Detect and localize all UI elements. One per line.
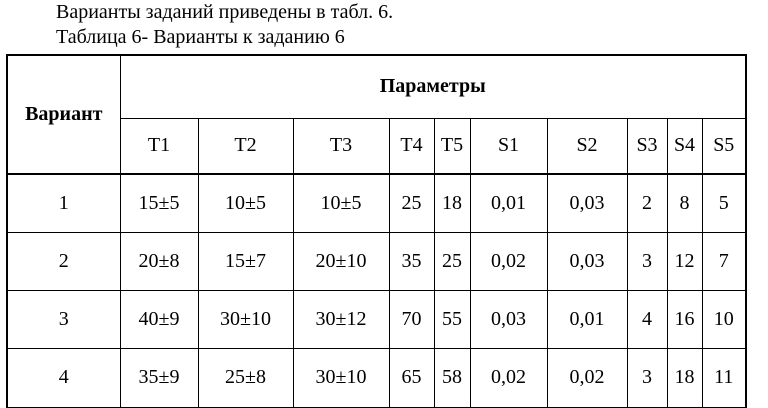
parameters-header: Параметры	[119, 54, 747, 119]
column-header: S3	[626, 117, 668, 175]
table-cell: 3	[626, 231, 668, 291]
table-cell: 15±7	[197, 231, 294, 291]
table-cell: 3	[626, 347, 668, 408]
table-cell: 7	[701, 231, 747, 291]
table-cell: 35	[388, 231, 435, 291]
table-cell: 0,03	[469, 289, 548, 349]
column-header: S4	[666, 117, 703, 175]
table-cell: 5	[701, 173, 747, 233]
column-header: S1	[469, 117, 548, 175]
table-cell: 10	[701, 289, 747, 349]
table-cell: 18	[433, 173, 471, 233]
table-cell: 15±5	[119, 173, 199, 233]
table-cell: 0,03	[546, 231, 628, 291]
table-cell: 30±12	[292, 289, 390, 349]
table-cell: 0,02	[546, 347, 628, 408]
table-cell: 16	[666, 289, 703, 349]
table-cell: 0,01	[546, 289, 628, 349]
column-header: T3	[292, 117, 390, 175]
header-row-columns: T1 T2 T3 T4 T5 S1 S2 S3 S4 S5	[7, 117, 747, 175]
variant-header: Вариант	[6, 54, 121, 175]
variant-cell: 2	[6, 231, 121, 291]
column-header: S2	[546, 117, 628, 175]
column-header: S5	[701, 117, 747, 175]
column-header: T1	[119, 117, 199, 175]
table-cell: 0,03	[546, 173, 628, 233]
variant-cell: 3	[6, 289, 121, 349]
table-cell: 65	[388, 347, 435, 408]
table-cell: 10±5	[197, 173, 294, 233]
table-cell: 70	[388, 289, 435, 349]
table-row: 4 35±9 25±8 30±10 65 58 0,02 0,02 3 18 1…	[6, 347, 747, 408]
table-cell: 12	[666, 231, 703, 291]
variant-cell: 4	[6, 347, 121, 408]
table-cell: 30±10	[197, 289, 294, 349]
table-cell: 25±8	[197, 347, 294, 408]
variant-cell: 1	[6, 173, 121, 233]
table-cell: 0,01	[469, 173, 548, 233]
table-cell: 0,02	[469, 231, 548, 291]
table-cell: 18	[666, 347, 703, 408]
table-row: 1 15±5 10±5 10±5 25 18 0,01 0,03 2 8 5	[6, 173, 747, 233]
table-cell: 20±8	[119, 231, 199, 291]
table-cell: 58	[433, 347, 471, 408]
table-row: 3 40±9 30±10 30±12 70 55 0,03 0,01 4 16 …	[6, 289, 747, 349]
table-cell: 8	[666, 173, 703, 233]
table-cell: 35±9	[119, 347, 199, 408]
column-header: T4	[388, 117, 435, 175]
table-caption: Таблица 6- Варианты к заданию 6	[56, 26, 345, 48]
table-cell: 0,02	[469, 347, 548, 408]
table-cell: 11	[701, 347, 747, 408]
table-cell: 20±10	[292, 231, 390, 291]
table-cell: 25	[388, 173, 435, 233]
table-cell: 4	[626, 289, 668, 349]
header-row-group: Вариант Параметры	[6, 54, 747, 175]
table-cell: 40±9	[119, 289, 199, 349]
column-header: T2	[197, 117, 294, 175]
table-cell: 55	[433, 289, 471, 349]
table-cell: 10±5	[292, 173, 390, 233]
table-cell: 25	[433, 231, 471, 291]
table-cell: 2	[626, 173, 668, 233]
variants-table: Вариант Параметры T1 T2 T3 T4 T5 S1 S2 S…	[6, 54, 747, 408]
table-row: 2 20±8 15±7 20±10 35 25 0,02 0,03 3 12 7	[6, 231, 747, 291]
table-cell: 30±10	[292, 347, 390, 408]
column-header: T5	[433, 117, 471, 175]
intro-line: Варианты заданий приведены в табл. 6.	[56, 1, 394, 23]
